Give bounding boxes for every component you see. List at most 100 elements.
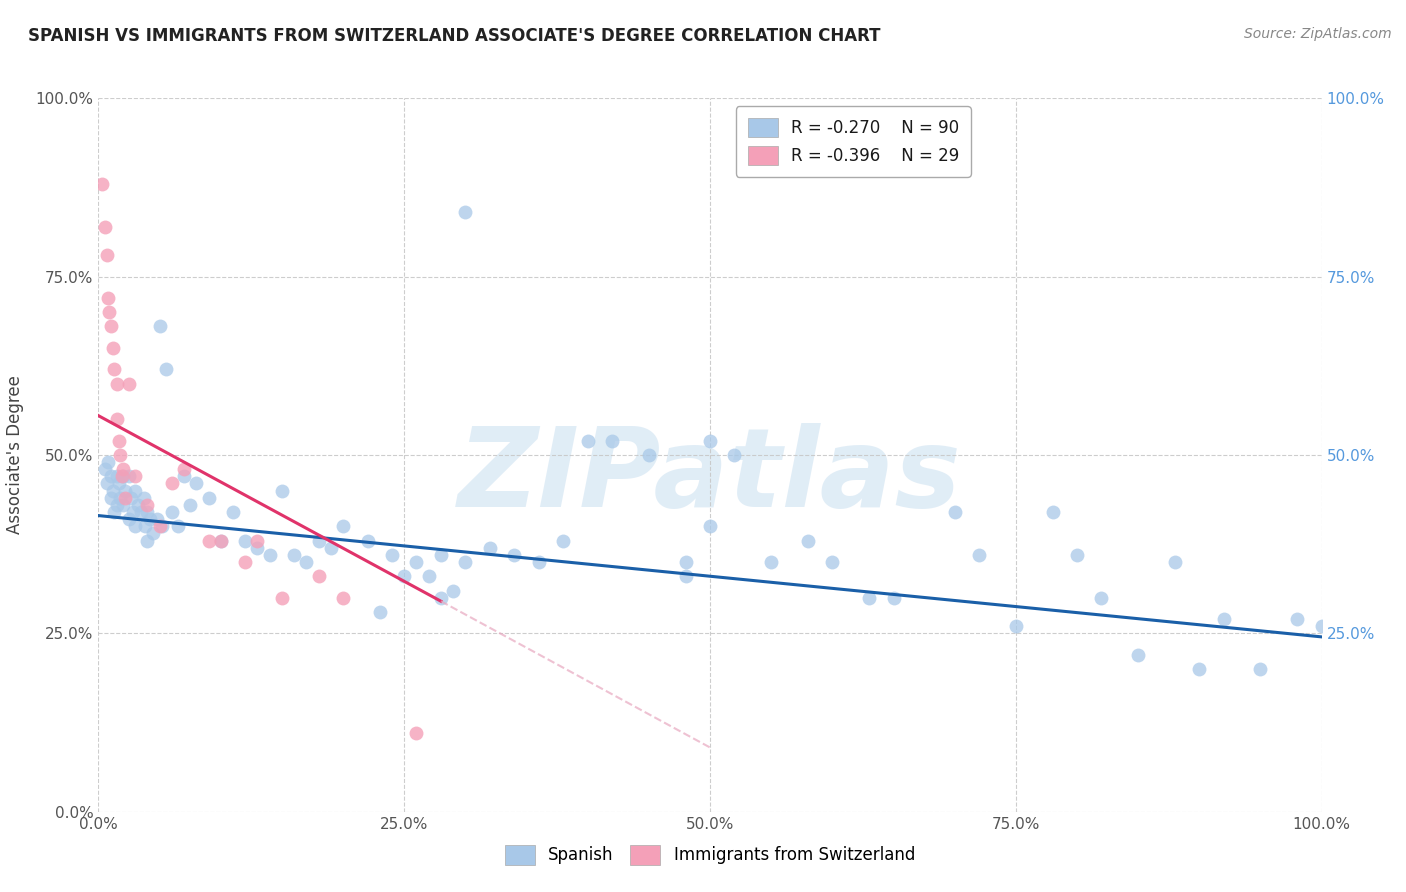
Point xyxy=(1164,555,1187,569)
Point xyxy=(114,491,136,505)
Point xyxy=(418,569,440,583)
Point xyxy=(121,505,143,519)
Point xyxy=(96,476,118,491)
Point xyxy=(97,455,120,469)
Point xyxy=(149,519,172,533)
Point xyxy=(103,362,125,376)
Point xyxy=(93,219,115,234)
Point xyxy=(858,591,880,605)
Point xyxy=(209,533,232,548)
Point xyxy=(114,483,136,498)
Point xyxy=(101,483,124,498)
Point xyxy=(105,412,128,426)
Point xyxy=(503,548,526,562)
Point xyxy=(118,469,141,483)
Point xyxy=(160,505,183,519)
Point xyxy=(392,569,416,583)
Point xyxy=(129,505,152,519)
Point xyxy=(308,533,330,548)
Point xyxy=(103,505,125,519)
Point xyxy=(761,555,783,569)
Point xyxy=(1066,548,1088,562)
Point xyxy=(132,491,155,505)
Point xyxy=(197,491,219,505)
Point xyxy=(127,498,149,512)
Point xyxy=(699,519,721,533)
Point xyxy=(259,548,281,562)
Point xyxy=(179,498,201,512)
Point xyxy=(100,469,122,483)
Point xyxy=(319,541,342,555)
Point xyxy=(1004,619,1026,633)
Point xyxy=(675,555,697,569)
Point xyxy=(124,519,146,533)
Point xyxy=(108,476,131,491)
Point xyxy=(699,434,721,448)
Point xyxy=(441,583,464,598)
Point xyxy=(478,541,501,555)
Point xyxy=(186,476,208,491)
Point xyxy=(155,362,177,376)
Point xyxy=(405,555,427,569)
Point xyxy=(454,555,477,569)
Text: Source: ZipAtlas.com: Source: ZipAtlas.com xyxy=(1244,27,1392,41)
Point xyxy=(527,555,550,569)
Point xyxy=(111,469,134,483)
Point xyxy=(270,483,294,498)
Point xyxy=(105,469,128,483)
Point xyxy=(967,548,990,562)
Point xyxy=(308,569,330,583)
Point xyxy=(797,533,820,548)
Point xyxy=(100,319,122,334)
Point xyxy=(576,434,599,448)
Point xyxy=(111,498,134,512)
Point xyxy=(110,491,132,505)
Point xyxy=(883,591,905,605)
Point xyxy=(136,533,159,548)
Point xyxy=(1286,612,1309,626)
Point xyxy=(405,726,427,740)
Text: SPANISH VS IMMIGRANTS FROM SWITZERLAND ASSOCIATE'S DEGREE CORRELATION CHART: SPANISH VS IMMIGRANTS FROM SWITZERLAND A… xyxy=(28,27,880,45)
Text: ZIPatlas: ZIPatlas xyxy=(458,423,962,530)
Point xyxy=(108,434,131,448)
Y-axis label: Associate's Degree: Associate's Degree xyxy=(7,376,24,534)
Point xyxy=(105,498,128,512)
Point xyxy=(118,512,141,526)
Point xyxy=(1212,612,1234,626)
Point xyxy=(1310,619,1333,633)
Point xyxy=(246,533,269,548)
Point xyxy=(139,512,162,526)
Point xyxy=(173,462,195,476)
Point xyxy=(142,526,165,541)
Point xyxy=(97,291,120,305)
Point xyxy=(454,205,477,219)
Point xyxy=(222,505,245,519)
Point xyxy=(93,462,115,476)
Point xyxy=(111,469,134,483)
Point xyxy=(430,548,453,562)
Point xyxy=(120,491,142,505)
Point xyxy=(283,548,305,562)
Point xyxy=(600,434,623,448)
Point xyxy=(150,519,173,533)
Point xyxy=(1128,648,1150,662)
Point xyxy=(821,555,844,569)
Point xyxy=(233,555,256,569)
Legend: Spanish, Immigrants from Switzerland: Spanish, Immigrants from Switzerland xyxy=(498,838,922,871)
Point xyxy=(118,376,141,391)
Point xyxy=(124,483,146,498)
Point xyxy=(332,591,354,605)
Point xyxy=(943,505,966,519)
Point xyxy=(233,533,256,548)
Point xyxy=(270,591,294,605)
Point xyxy=(381,548,404,562)
Point xyxy=(173,469,195,483)
Point xyxy=(1042,505,1064,519)
Point xyxy=(209,533,232,548)
Point xyxy=(1249,662,1271,676)
Point xyxy=(368,605,391,619)
Point xyxy=(96,248,118,262)
Point xyxy=(124,469,146,483)
Point xyxy=(1090,591,1112,605)
Point xyxy=(197,533,219,548)
